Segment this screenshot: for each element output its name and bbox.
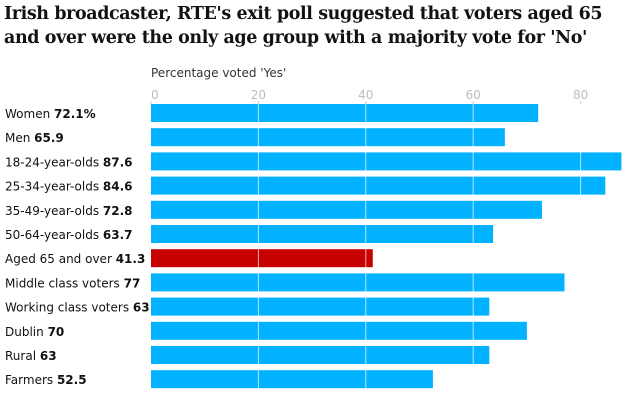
x-tick-label: 20 xyxy=(251,88,266,102)
category-label: Women 72.1% xyxy=(5,107,96,121)
category-label: Middle class voters 77 xyxy=(5,276,140,290)
category-label: 50-64-year-olds 63.7 xyxy=(5,228,133,242)
value-label: 63 xyxy=(40,349,57,363)
bar xyxy=(151,104,539,122)
x-tick-label: 0 xyxy=(151,88,159,102)
x-tick-label: 80 xyxy=(573,88,588,102)
bar xyxy=(151,225,494,243)
bar xyxy=(151,297,490,316)
category-name: Aged 65 and over xyxy=(5,252,116,266)
value-label: 52.5 xyxy=(57,373,87,387)
category-name: 18-24-year-olds xyxy=(5,155,103,169)
value-label: 70 xyxy=(48,325,65,339)
category-label: 35-49-year-olds 72.8 xyxy=(5,204,133,218)
value-label: 72.8 xyxy=(103,204,133,218)
value-label: 72.1% xyxy=(54,107,96,121)
value-label: 41.3 xyxy=(116,252,146,266)
value-label: 77 xyxy=(124,276,141,290)
bar xyxy=(151,273,565,292)
chart-title: Irish broadcaster, RTE's exit poll sugge… xyxy=(4,4,603,48)
category-name: Men xyxy=(5,131,34,145)
bar xyxy=(151,346,490,364)
bar xyxy=(151,128,505,147)
category-name: 25-34-year-olds xyxy=(5,180,103,194)
value-label: 65.9 xyxy=(34,131,64,145)
category-name: Farmers xyxy=(5,373,57,387)
category-name: 50-64-year-olds xyxy=(5,228,103,242)
category-label: 18-24-year-olds 87.6 xyxy=(5,155,133,169)
x-tick-label: 60 xyxy=(466,88,481,102)
category-label: Rural 63 xyxy=(5,349,57,363)
bar xyxy=(151,249,373,268)
category-name: Middle class voters xyxy=(5,276,124,290)
bar xyxy=(151,200,542,219)
value-label: 84.6 xyxy=(103,180,133,194)
value-label: 87.6 xyxy=(103,155,133,169)
category-name: Working class voters xyxy=(5,301,133,315)
category-label: Farmers 52.5 xyxy=(5,373,87,387)
value-label: 63.7 xyxy=(103,228,133,242)
bar xyxy=(151,321,527,340)
category-label: Aged 65 and over 41.3 xyxy=(5,252,145,266)
bar xyxy=(151,176,606,195)
x-axis-label: Percentage voted 'Yes' xyxy=(151,66,287,80)
x-tick-label: 40 xyxy=(358,88,373,102)
category-name: 35-49-year-olds xyxy=(5,204,103,218)
bar xyxy=(151,370,433,389)
bar xyxy=(151,152,622,171)
category-label: Dublin 70 xyxy=(5,325,64,339)
category-name: Rural xyxy=(5,349,40,363)
category-name: Dublin xyxy=(5,325,48,339)
value-label: 63 xyxy=(133,301,150,315)
category-label: Working class voters 63 xyxy=(5,301,150,315)
category-label: Men 65.9 xyxy=(5,131,64,145)
category-label: 25-34-year-olds 84.6 xyxy=(5,180,133,194)
category-name: Women xyxy=(5,107,54,121)
